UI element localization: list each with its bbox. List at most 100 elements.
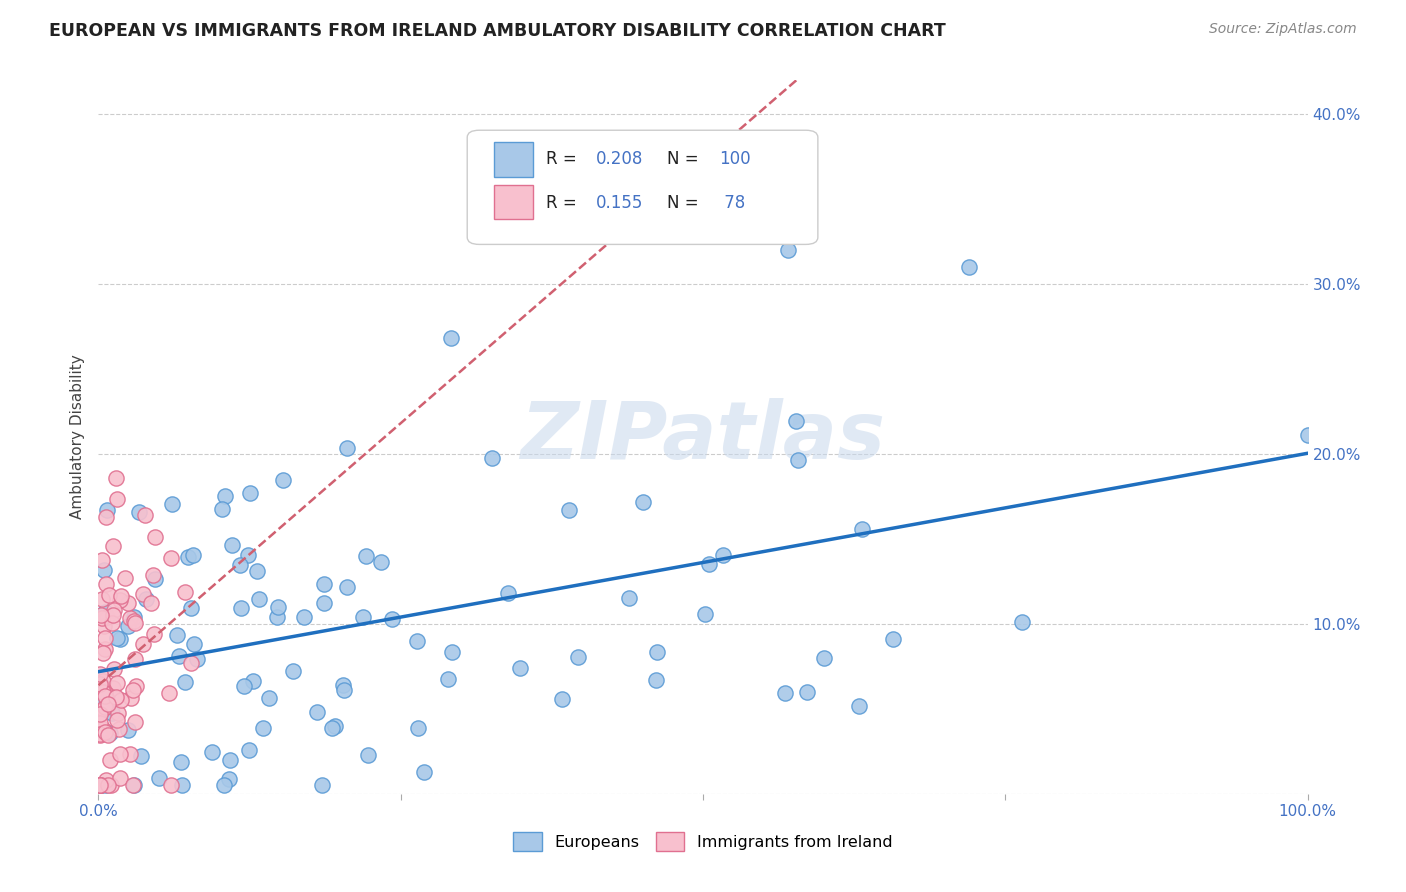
Point	[120, 747, 142, 761]
Point	[177, 550, 200, 565]
Point	[101, 616, 124, 631]
Point	[370, 555, 392, 569]
Point	[236, 548, 259, 562]
Point	[218, 772, 240, 786]
Point	[413, 765, 436, 780]
Point	[180, 657, 202, 671]
Point	[173, 674, 195, 689]
Point	[110, 589, 132, 603]
Point	[218, 753, 240, 767]
Text: 0.155: 0.155	[595, 194, 643, 212]
Point	[271, 473, 294, 487]
Point	[91, 679, 114, 693]
Point	[98, 753, 121, 767]
Point	[851, 522, 873, 536]
Point	[509, 661, 531, 675]
Point	[257, 690, 280, 705]
Text: Source: ZipAtlas.com: Source: ZipAtlas.com	[1209, 22, 1357, 37]
Point	[91, 674, 114, 689]
Point	[94, 686, 117, 700]
Point	[281, 665, 304, 679]
Point	[93, 701, 115, 715]
Point	[103, 539, 125, 553]
Point	[135, 592, 157, 607]
Point	[90, 778, 112, 792]
Point	[381, 612, 404, 626]
Text: N =: N =	[666, 151, 703, 169]
Point	[481, 451, 503, 466]
Point	[105, 492, 128, 507]
Point	[120, 690, 142, 705]
Point	[143, 530, 166, 544]
Point	[558, 503, 581, 517]
Point	[796, 684, 818, 698]
Point	[247, 591, 270, 606]
Point	[94, 605, 117, 619]
Point	[122, 778, 145, 792]
Point	[122, 609, 145, 624]
Point	[252, 721, 274, 735]
Point	[89, 677, 111, 691]
Point	[221, 538, 243, 552]
Point	[180, 601, 202, 615]
Point	[440, 331, 463, 345]
Point	[166, 628, 188, 642]
Point	[162, 497, 184, 511]
Point	[787, 452, 810, 467]
Point	[183, 637, 205, 651]
Point	[117, 618, 139, 632]
Point	[181, 549, 204, 563]
Point	[89, 728, 111, 742]
Point	[107, 706, 129, 720]
Point	[105, 714, 128, 728]
Point	[406, 634, 429, 648]
Point	[332, 678, 354, 692]
Point	[266, 600, 288, 615]
Point	[186, 652, 208, 666]
Point	[94, 631, 117, 645]
Point	[110, 771, 132, 785]
Point	[90, 778, 112, 792]
Point	[89, 707, 111, 722]
Point	[132, 587, 155, 601]
Point	[266, 609, 288, 624]
Point	[100, 726, 122, 740]
Point	[134, 508, 156, 522]
Point	[292, 609, 315, 624]
Point	[356, 549, 378, 563]
Point	[440, 645, 463, 659]
Point	[128, 505, 150, 519]
Point	[94, 577, 117, 591]
Point	[91, 685, 114, 699]
Point	[104, 471, 127, 485]
Point	[96, 691, 118, 706]
Point	[311, 778, 333, 792]
Text: R =: R =	[546, 194, 582, 212]
Point	[352, 610, 374, 624]
Point	[89, 778, 111, 792]
Text: 0.208: 0.208	[595, 151, 643, 169]
Point	[336, 441, 359, 455]
Point	[103, 603, 125, 617]
Point	[142, 567, 165, 582]
Point	[91, 646, 114, 660]
FancyBboxPatch shape	[467, 130, 818, 244]
Point	[93, 725, 115, 739]
Point	[105, 676, 128, 690]
Point	[776, 243, 799, 257]
Point	[170, 756, 193, 770]
Point	[101, 608, 124, 623]
Point	[697, 557, 720, 571]
Point	[312, 596, 335, 610]
Point	[110, 692, 132, 706]
Point	[496, 586, 519, 600]
Bar	[494, 143, 533, 177]
Point	[94, 509, 117, 524]
Point	[242, 673, 264, 688]
Y-axis label: Ambulatory Disability: Ambulatory Disability	[70, 355, 86, 519]
Point	[631, 495, 654, 509]
Point	[93, 619, 115, 633]
Point	[90, 608, 112, 623]
Point	[129, 748, 152, 763]
Point	[105, 631, 128, 645]
